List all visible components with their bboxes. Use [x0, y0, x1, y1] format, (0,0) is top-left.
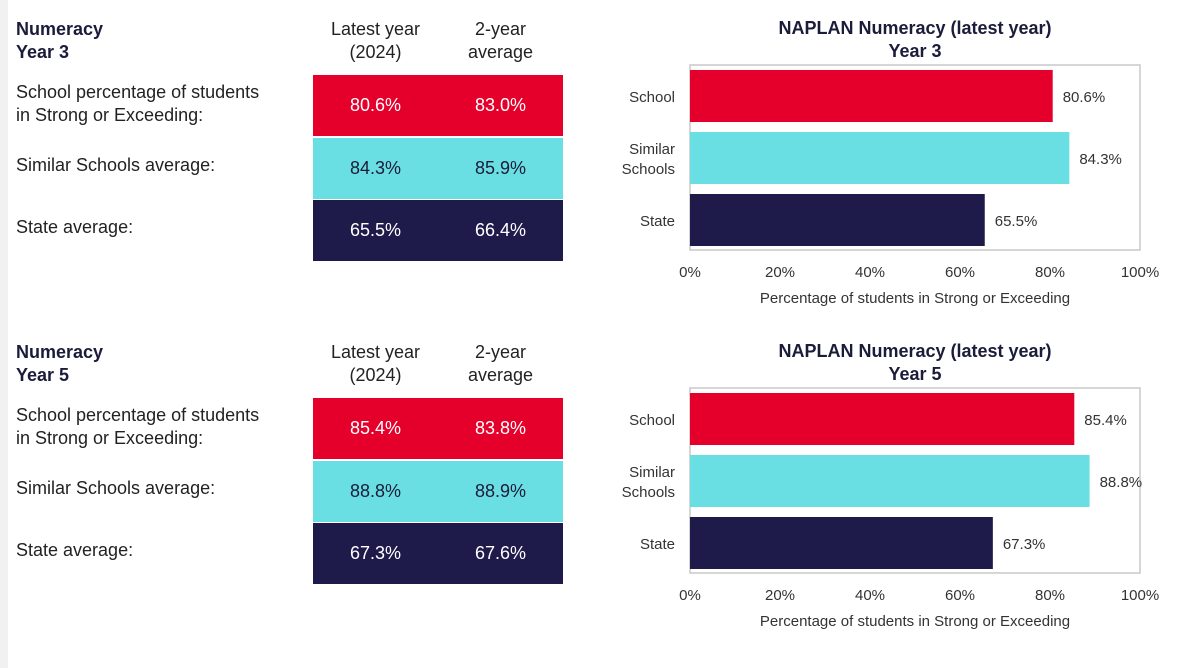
cell-average: 66.4% [474, 220, 527, 240]
cell-average: 83.0% [474, 95, 527, 115]
column-header-latest: Latest year (2024) [313, 18, 438, 64]
column-header-line: (2024) [349, 365, 402, 385]
cell-average: 88.9% [474, 481, 527, 501]
cell-average: 67.6% [474, 543, 527, 563]
bar [690, 455, 1090, 507]
bar-chart-year5: NAPLAN Numeracy (latest year) Year 5 85.4%… [622, 341, 1160, 630]
column-header-line: average [467, 365, 534, 385]
column-header-latest: Latest year (2024) [313, 341, 438, 387]
category-label: Schools [622, 484, 675, 501]
category-label: Similar [629, 464, 675, 481]
x-tick-label: 80% [1035, 264, 1065, 281]
column-header-line: average [467, 42, 534, 62]
data-label: 84.3% [1079, 151, 1122, 168]
bar [690, 393, 1075, 445]
x-tick-label: 20% [765, 587, 795, 604]
bar-chart-year3: NAPLAN Numeracy (latest year) Year 3 80.6%… [622, 18, 1160, 307]
x-tick-label: 100% [1121, 264, 1159, 281]
column-header-line: Latest year [330, 342, 421, 362]
x-tick-label: 80% [1035, 587, 1065, 604]
cell-latest: 67.3% [349, 543, 402, 563]
column-header-average: 2-year average [438, 341, 563, 387]
page-edge [0, 0, 8, 668]
table-row-state: 65.5% 66.4% [313, 200, 563, 261]
x-tick-label: 20% [765, 264, 795, 281]
row-label-similar: Similar Schools average: [16, 155, 216, 175]
column-header-line: 2-year [474, 19, 527, 39]
row-label-line: in Strong or Exceeding: [16, 105, 204, 125]
table-row-similar: 84.3% 85.9% [313, 138, 563, 199]
x-tick-label: 60% [945, 587, 975, 604]
row-label-similar: Similar Schools average: [16, 478, 216, 498]
data-label: 65.5% [995, 213, 1038, 230]
column-header-line: (2024) [349, 42, 402, 62]
cell-latest: 80.6% [349, 95, 402, 115]
table-row-similar: 88.8% 88.9% [313, 461, 563, 522]
table-title: Numeracy Year 5 [16, 341, 103, 387]
bar [690, 194, 985, 246]
x-tick-label: 0% [679, 264, 701, 281]
cell-latest: 85.4% [349, 418, 402, 438]
x-tick-label: 0% [679, 587, 701, 604]
table-row-state: 67.3% 67.6% [313, 523, 563, 584]
x-tick-label: 60% [945, 264, 975, 281]
chart-title: NAPLAN Numeracy (latest year) [778, 18, 1051, 38]
category-label: School [629, 412, 675, 429]
x-axis-label: Percentage of students in Strong or Exce… [760, 290, 1070, 307]
row-label-school: School percentage of students in Strong … [16, 404, 259, 450]
bar [690, 132, 1070, 184]
cell-average: 83.8% [474, 418, 527, 438]
category-label: Similar [629, 141, 675, 158]
column-header-line: Latest year [330, 19, 421, 39]
category-label: State [640, 213, 675, 230]
table-title: Numeracy Year 3 [16, 18, 103, 64]
row-label-state: State average: [16, 217, 134, 237]
x-tick-label: 100% [1121, 587, 1159, 604]
title-year: Year 5 [16, 365, 70, 385]
x-tick-label: 40% [855, 264, 885, 281]
chart-title: NAPLAN Numeracy (latest year) [778, 341, 1051, 361]
title-subject: Numeracy [16, 19, 104, 39]
data-label: 88.8% [1100, 474, 1143, 491]
chart-subtitle: Year 5 [888, 364, 941, 384]
column-header-line: 2-year [474, 342, 527, 362]
row-label-line: in Strong or Exceeding: [16, 428, 204, 448]
title-year: Year 3 [16, 42, 70, 62]
cell-latest: 84.3% [349, 158, 402, 178]
bar [690, 70, 1053, 122]
category-label: Schools [622, 161, 675, 178]
cell-average: 85.9% [474, 158, 527, 178]
cell-latest: 65.5% [349, 220, 402, 240]
data-label: 67.3% [1003, 536, 1046, 553]
data-label: 80.6% [1063, 89, 1106, 106]
category-label: State [640, 536, 675, 553]
chart-subtitle: Year 3 [888, 41, 941, 61]
row-label-line: School percentage of students [16, 82, 260, 102]
row-label-school: School percentage of students in Strong … [16, 81, 259, 127]
column-header-average: 2-year average [438, 18, 563, 64]
row-label-state: State average: [16, 540, 134, 560]
cell-latest: 88.8% [349, 481, 402, 501]
title-subject: Numeracy [16, 342, 104, 362]
x-axis-label: Percentage of students in Strong or Exce… [760, 613, 1070, 630]
year3-section: Numeracy Year 3 Latest year (2024) 2-yea… [0, 0, 1200, 320]
x-tick-label: 40% [855, 587, 885, 604]
table-row-school: 80.6% 83.0% [313, 75, 563, 136]
row-label-line: School percentage of students [16, 405, 260, 425]
category-label: School [629, 89, 675, 106]
year5-section: Numeracy Year 5 Latest year (2024) 2-yea… [0, 323, 1200, 643]
bar [690, 517, 993, 569]
data-label: 85.4% [1084, 412, 1127, 429]
table-row-school: 85.4% 83.8% [313, 398, 563, 459]
